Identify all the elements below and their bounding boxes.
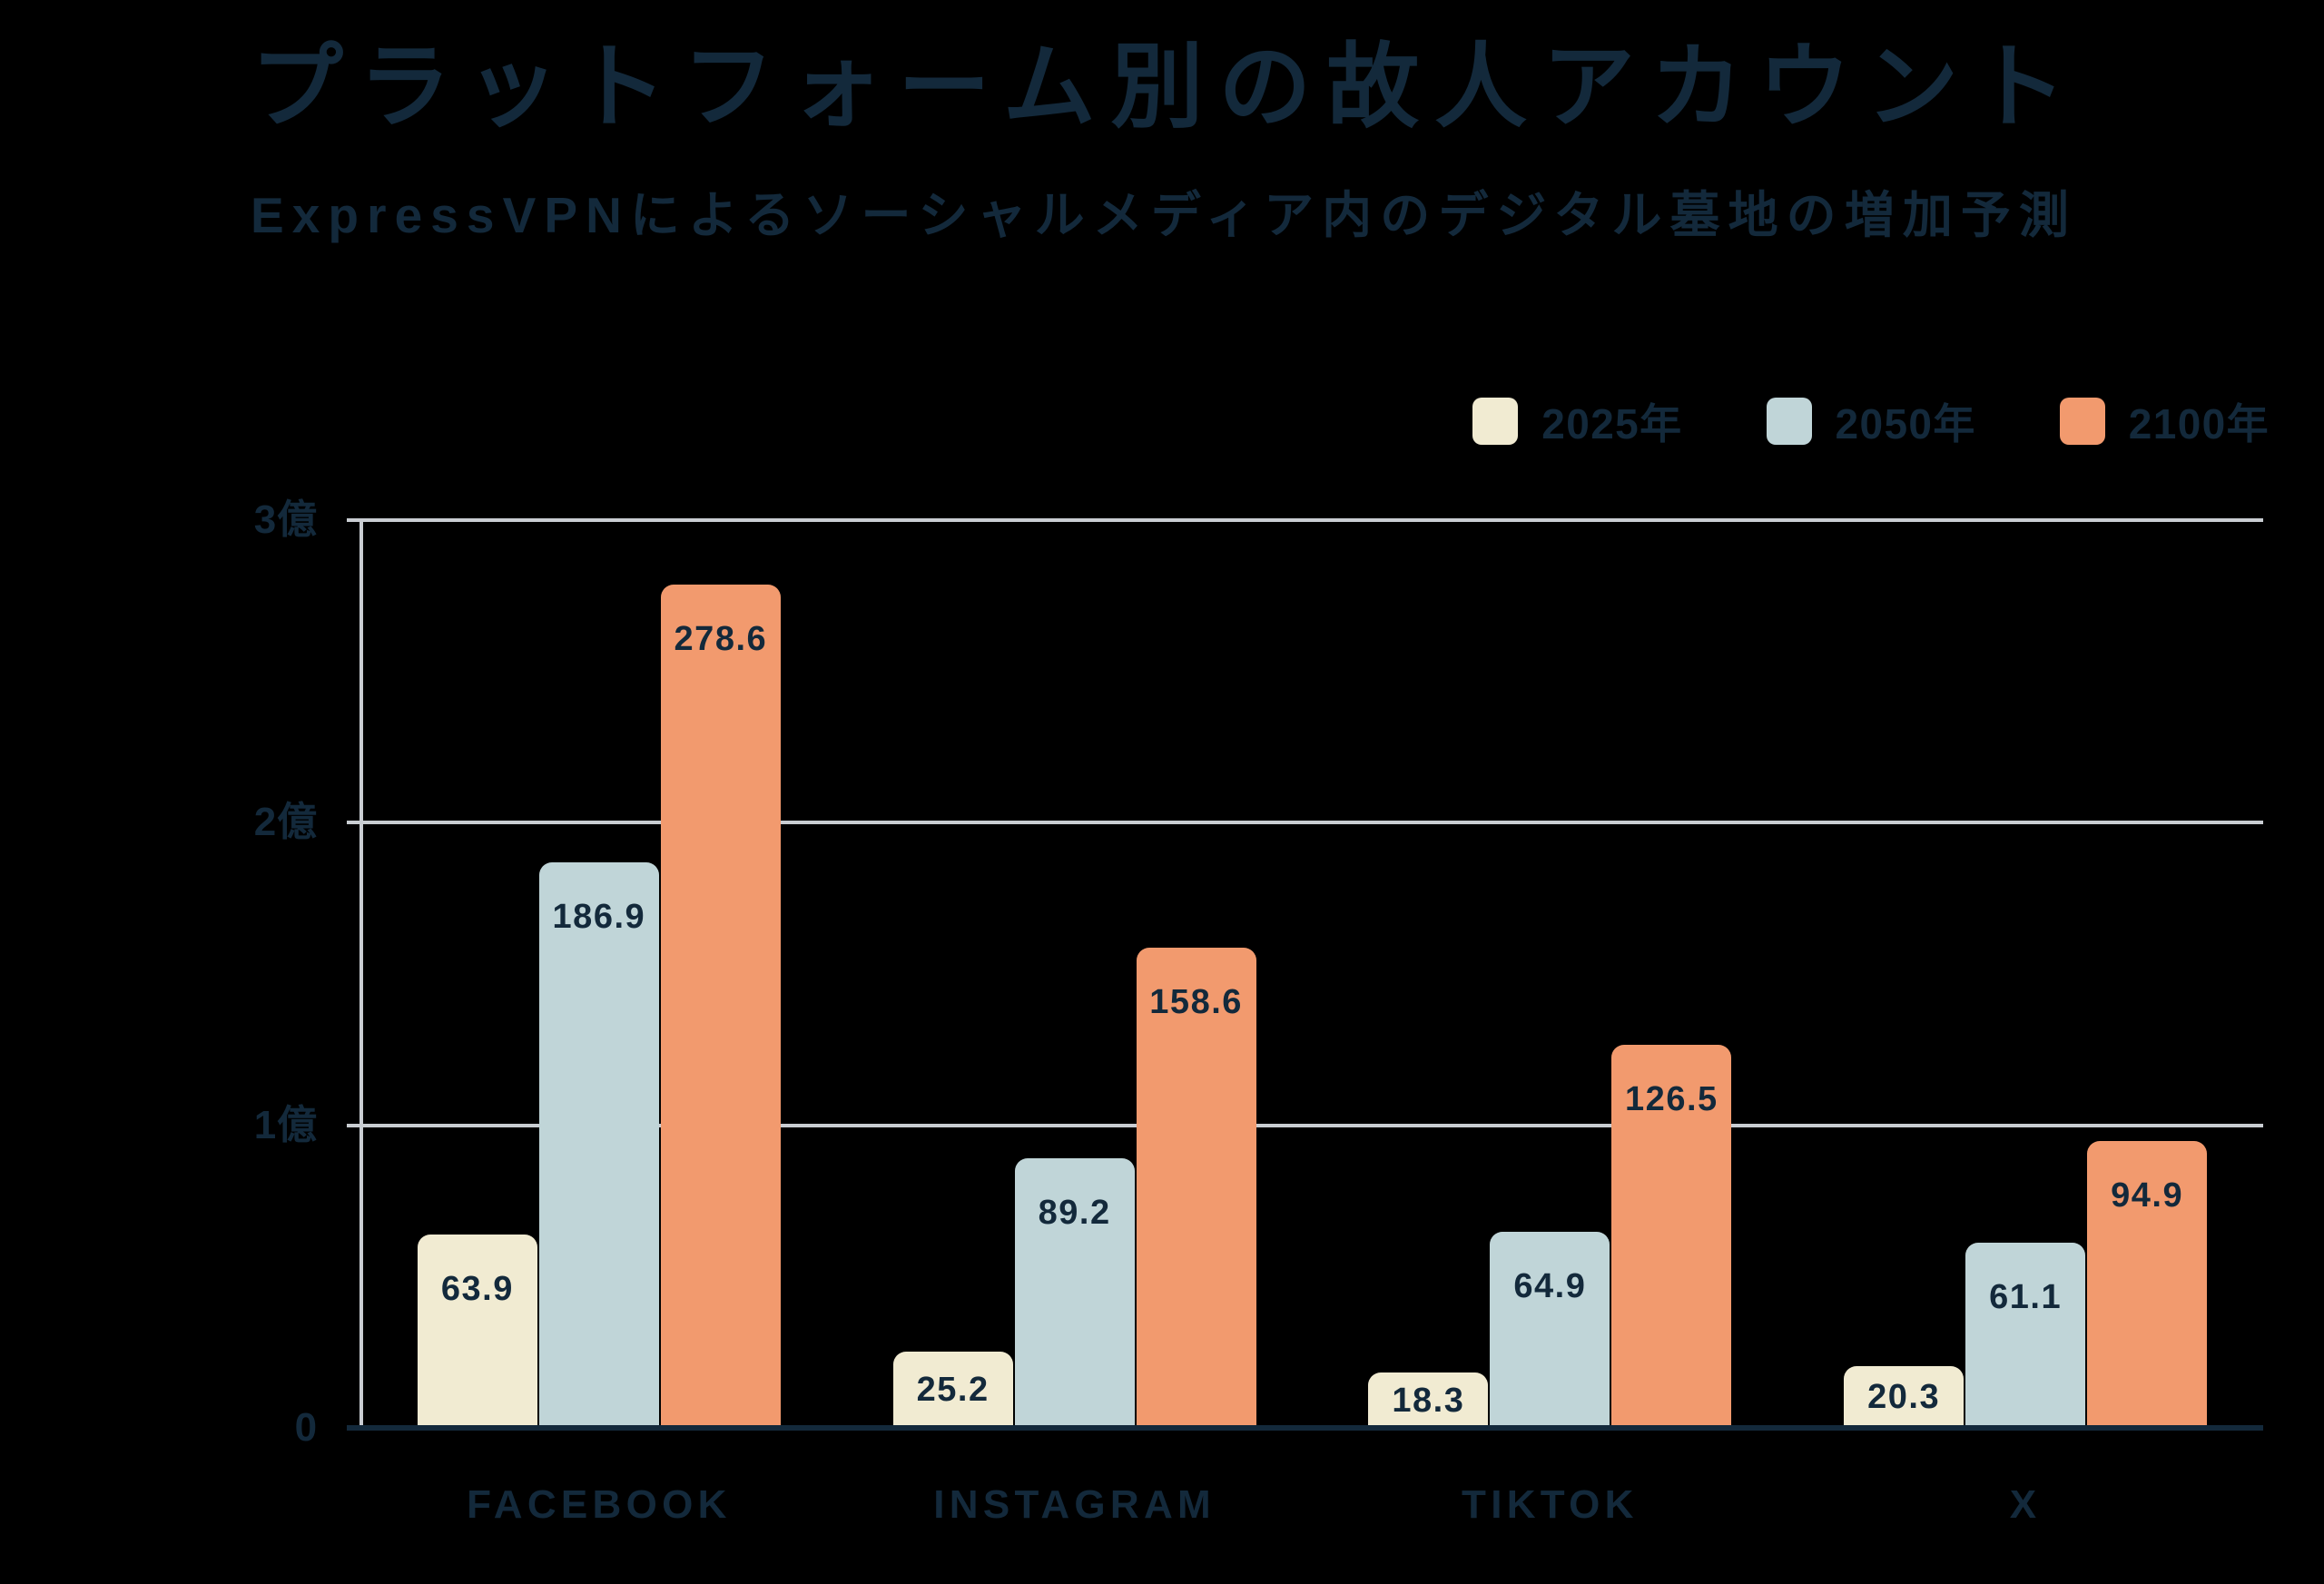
bar: 278.6 bbox=[660, 585, 781, 1428]
bar-value-label: 18.3 bbox=[1392, 1381, 1465, 1420]
legend-label-2100: 2100年 bbox=[2128, 400, 2270, 448]
gridline bbox=[347, 1123, 2263, 1127]
legend-item-2050: 2050年 bbox=[1766, 391, 1976, 451]
x-axis-label: TIKTOK bbox=[1462, 1482, 1639, 1527]
legend-label-2050: 2050年 bbox=[1835, 400, 1976, 448]
bar-value-label: 20.3 bbox=[1867, 1378, 1941, 1417]
bar: 126.5 bbox=[1611, 1045, 1732, 1428]
y-tick-label: 1億 bbox=[253, 1102, 318, 1147]
bar: 94.9 bbox=[2087, 1140, 2208, 1428]
bar-value-label: 89.2 bbox=[1038, 1193, 1111, 1232]
bar-value-label: 278.6 bbox=[674, 620, 768, 659]
bar: 61.1 bbox=[1965, 1243, 2086, 1428]
bar-value-label: 94.9 bbox=[2111, 1176, 2184, 1215]
bar-value-label: 61.1 bbox=[1989, 1278, 2063, 1317]
legend: 2025年 2050年 2100年 bbox=[1472, 391, 2270, 451]
bar-value-label: 126.5 bbox=[1625, 1080, 1718, 1119]
y-tick-label: 3億 bbox=[253, 497, 318, 542]
legend-swatch-2025-icon bbox=[1472, 398, 1519, 445]
bar-value-label: 25.2 bbox=[916, 1371, 990, 1409]
legend-item-2100: 2100年 bbox=[2059, 391, 2270, 451]
bar: 25.2 bbox=[892, 1352, 1013, 1428]
y-tick-label: 0 bbox=[294, 1405, 318, 1450]
legend-swatch-2050-icon bbox=[1766, 398, 1812, 445]
bar: 20.3 bbox=[1844, 1366, 1965, 1428]
bar: 63.9 bbox=[417, 1235, 537, 1428]
legend-swatch-2100-icon bbox=[2059, 398, 2105, 445]
bar: 158.6 bbox=[1136, 948, 1256, 1428]
x-axis-label: FACEBOOK bbox=[467, 1482, 732, 1527]
bar: 89.2 bbox=[1014, 1157, 1135, 1428]
bar-value-label: 64.9 bbox=[1513, 1266, 1587, 1305]
plot-area: 0 1億 2億 3億 63.9 186.9 278.6 FACEBOOK 25.2 89.2 158… bbox=[254, 497, 2263, 1527]
bar-value-label: 158.6 bbox=[1149, 983, 1243, 1022]
legend-item-2025: 2025年 bbox=[1472, 391, 1682, 451]
y-axis-line bbox=[359, 520, 363, 1428]
bar: 64.9 bbox=[1490, 1231, 1610, 1428]
x-axis-label: X bbox=[2009, 1482, 2042, 1527]
bar: 18.3 bbox=[1368, 1372, 1489, 1428]
y-tick-label: 2億 bbox=[253, 800, 318, 845]
x-axis-baseline bbox=[347, 1425, 2263, 1431]
x-axis-label: INSTAGRAM bbox=[933, 1482, 1216, 1527]
bar: 186.9 bbox=[538, 862, 659, 1428]
gridline bbox=[347, 821, 2263, 825]
bar-value-label: 63.9 bbox=[440, 1270, 514, 1308]
gridline bbox=[347, 518, 2263, 522]
legend-label-2025: 2025年 bbox=[1541, 400, 1683, 448]
page-title: プラットフォーム別の故人アカウント bbox=[251, 35, 2083, 139]
bar-value-label: 186.9 bbox=[552, 898, 646, 936]
page-subtitle: ExpressVPNによるソーシャルメディア内のデジタル墓地の増加予測 bbox=[251, 187, 2078, 243]
